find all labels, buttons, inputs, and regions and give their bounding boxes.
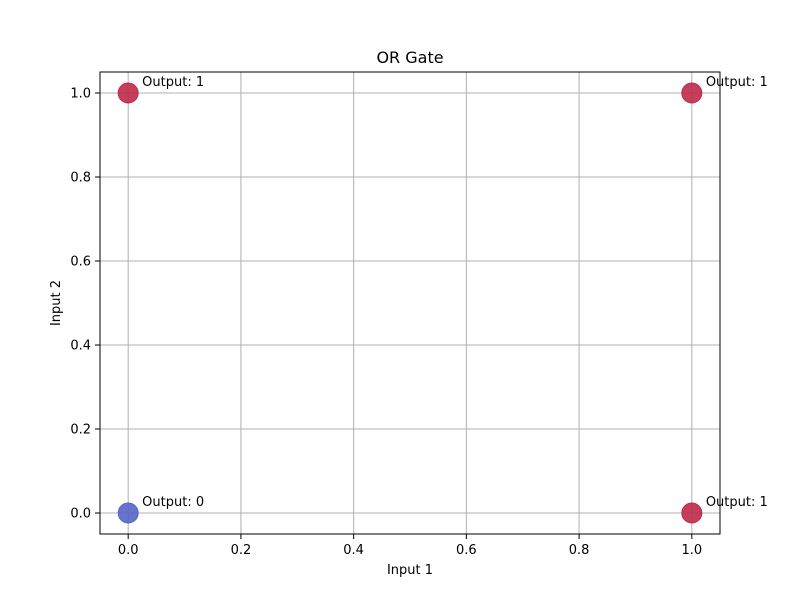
y-tick-label: 0.2 <box>70 423 91 438</box>
point-annotation-0: Output: 0 <box>142 495 204 510</box>
point-annotation-3: Output: 1 <box>706 75 768 90</box>
data-point-1 <box>117 82 139 104</box>
y-tick-label: 0.6 <box>70 255 91 270</box>
data-point-3 <box>681 82 703 104</box>
x-tick-label: 0.0 <box>118 543 139 558</box>
x-tick-label: 0.8 <box>569 543 590 558</box>
x-tick-label: 1.0 <box>681 543 702 558</box>
chart-title: OR Gate <box>376 48 443 67</box>
y-axis-label: Input 2 <box>49 280 64 326</box>
y-axis-ticks: 0.0 0.2 0.4 0.6 0.8 1.0 <box>70 87 100 522</box>
plot-area-frame <box>99 71 721 535</box>
x-axis-ticks: 0.0 0.2 0.4 0.6 0.8 1.0 <box>118 534 702 558</box>
y-tick-label: 0.0 <box>70 507 91 522</box>
x-tick-label: 0.4 <box>343 543 364 558</box>
y-tick-label: 0.8 <box>70 171 91 186</box>
y-tick-label: 1.0 <box>70 87 91 102</box>
point-annotations: Output: 0 Output: 1 Output: 1 Output: 1 <box>142 75 768 510</box>
point-annotation-1: Output: 1 <box>142 75 204 90</box>
data-points <box>117 82 703 524</box>
point-annotation-2: Output: 1 <box>706 495 768 510</box>
x-tick-label: 0.6 <box>456 543 477 558</box>
data-point-0 <box>117 502 139 524</box>
grid <box>100 72 720 534</box>
x-tick-label: 0.2 <box>231 543 252 558</box>
data-point-2 <box>681 502 703 524</box>
y-tick-label: 0.4 <box>70 339 91 354</box>
x-axis-label: Input 1 <box>387 563 433 578</box>
